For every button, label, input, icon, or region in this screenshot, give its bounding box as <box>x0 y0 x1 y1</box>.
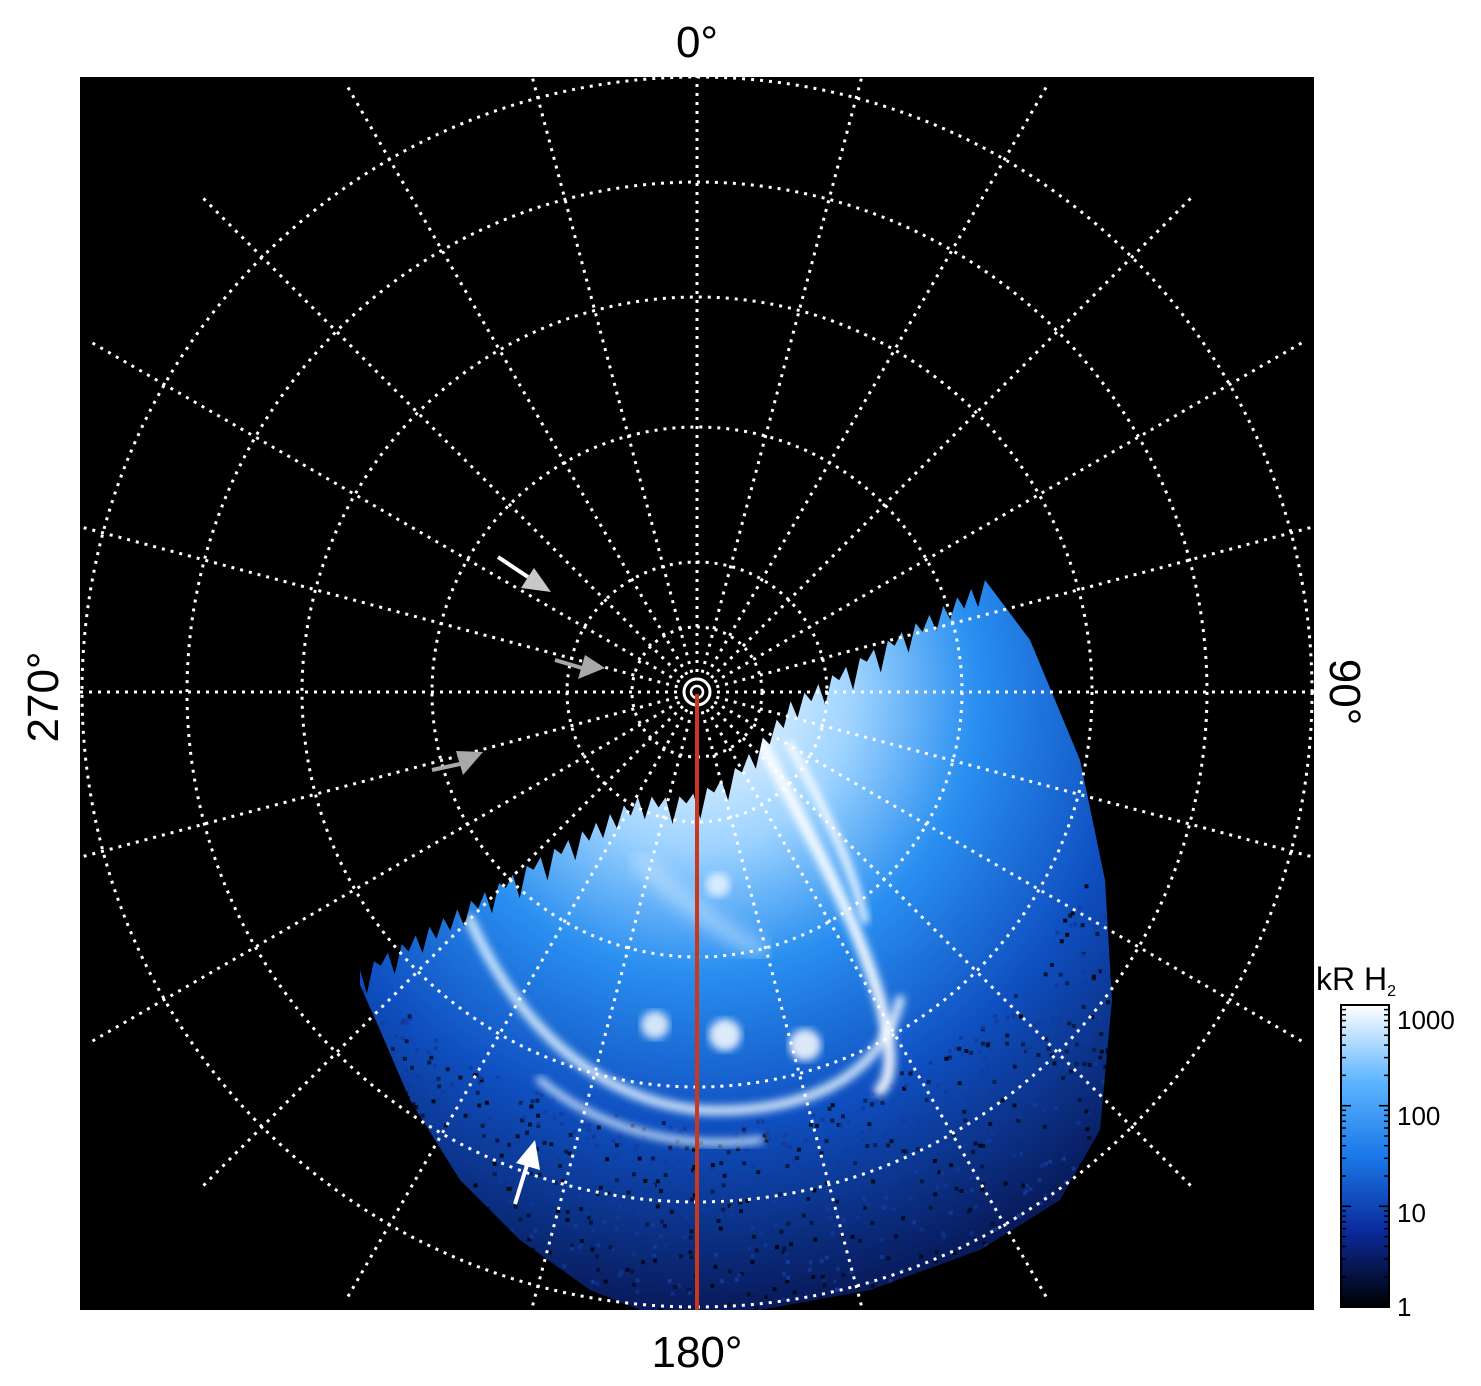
colorbar-tick-100: 100 <box>1397 1101 1440 1131</box>
arrow-bottom-white <box>513 1140 540 1205</box>
colorbar-ticks <box>1341 1004 1389 1308</box>
colorbar-title-subscript: 2 <box>1387 983 1396 1000</box>
colorbar-scale <box>1340 1004 1390 1308</box>
aurora-arcs <box>465 734 905 1147</box>
colorbar-tick-10: 10 <box>1397 1198 1426 1228</box>
label-bottom-180deg: 180° <box>651 1328 742 1377</box>
colorbar-title-main: kR H <box>1316 961 1387 997</box>
annotation-arrows <box>431 555 605 1205</box>
grid-circle <box>300 295 1094 1089</box>
label-right-90deg: 90° <box>1320 659 1369 726</box>
label-top-0deg: 0° <box>676 18 718 67</box>
colorbar-tick-1000: 1000 <box>1397 1005 1455 1035</box>
colorbar-tick-1: 1 <box>1397 1292 1411 1322</box>
colorbar-title: kR H2 <box>1316 961 1396 1000</box>
arrow-middle-grey <box>554 655 605 679</box>
colorbar: kR H2 1000 100 10 1 <box>1316 961 1455 1322</box>
label-left-270deg: 270° <box>19 651 68 742</box>
arrow-lower-grey <box>431 751 483 775</box>
arrow-upper-grey <box>496 555 551 592</box>
